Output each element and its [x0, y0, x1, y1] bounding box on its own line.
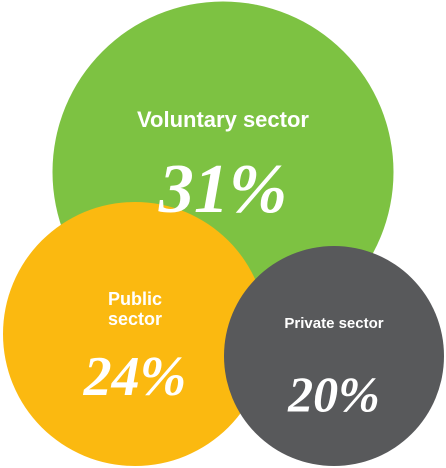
bubble [3, 202, 267, 466]
value-label: 24% [83, 346, 187, 408]
bubble [224, 246, 444, 466]
category-label: Private sector [284, 315, 384, 332]
value-label: 31% [158, 151, 288, 228]
value-label: 20% [288, 366, 380, 422]
category-label: Public sector [107, 289, 163, 329]
category-label: Voluntary sector [137, 107, 309, 132]
